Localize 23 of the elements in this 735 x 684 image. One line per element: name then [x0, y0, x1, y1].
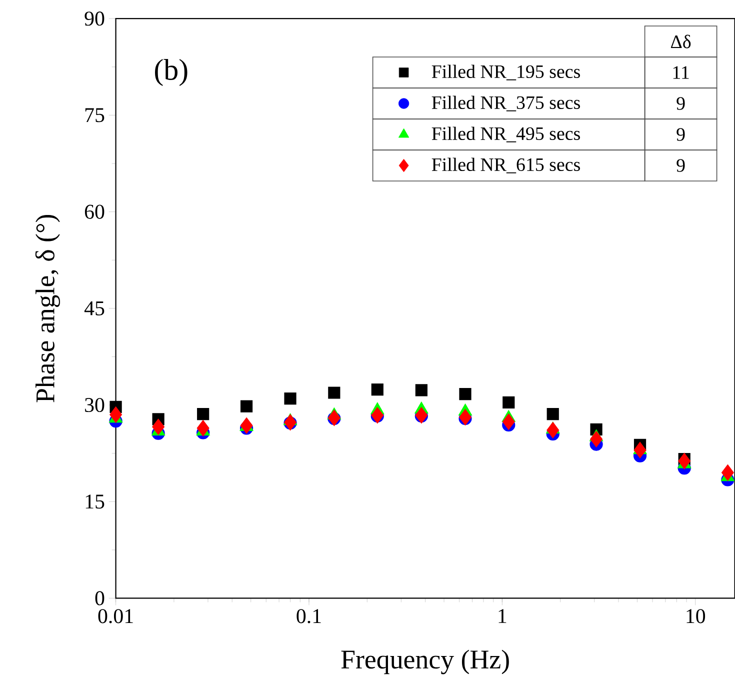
annotation: Δδ [670, 34, 691, 48]
annotation: 11 [673, 66, 689, 79]
x-axis-title: Frequency (Hz) [341, 650, 509, 674]
y-tick-label: 60 [84, 204, 104, 219]
y-tick-label: 30 [85, 398, 104, 412]
y-tick-label: 90 [84, 12, 104, 26]
annotation: (b) [155, 58, 188, 86]
x-tick-label: 1 [498, 609, 506, 623]
annotation: 9 [676, 128, 685, 141]
legend-label: Filled NR_495 secs [432, 126, 580, 142]
annotation: 9 [676, 159, 685, 172]
y-tick-label: 15 [86, 494, 104, 509]
y-tick-label: 75 [85, 108, 104, 122]
y-tick-label: 0 [95, 591, 104, 606]
x-tick-label: 0.1 [296, 609, 321, 624]
y-axis-title: Phase angle, δ (°) [35, 214, 60, 402]
legend-label: Filled NR_195 secs [432, 64, 580, 80]
legend-label: Filled NR_615 secs [432, 158, 580, 174]
legend-label: Filled NR_375 secs [432, 96, 580, 112]
y-tick-label: 45 [84, 301, 104, 316]
x-tick-label: 0.01 [98, 609, 133, 624]
x-tick-label: 10 [686, 609, 706, 624]
annotation: 9 [676, 97, 685, 110]
